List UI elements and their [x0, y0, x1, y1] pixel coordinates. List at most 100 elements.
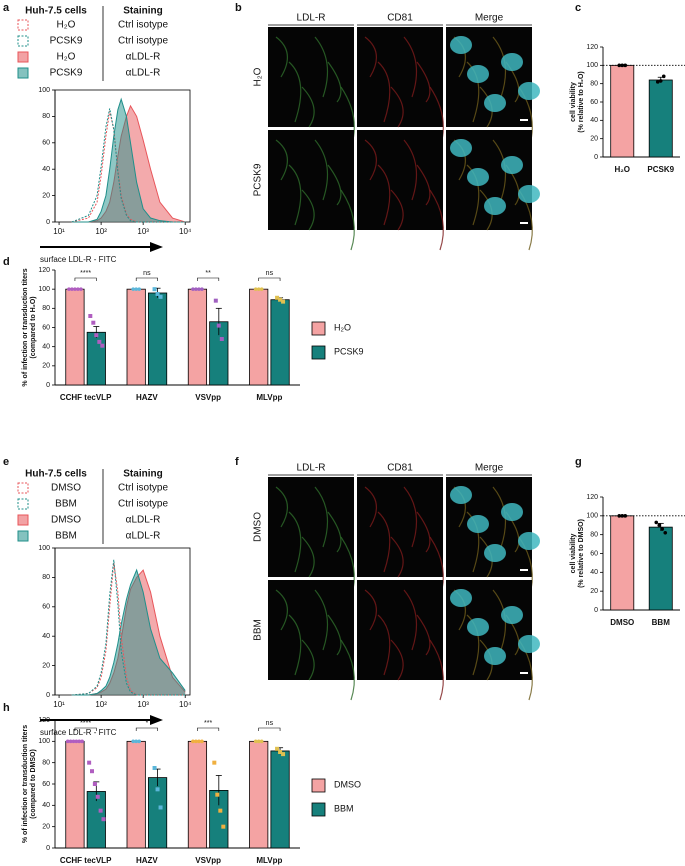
y-tick-label: 80 — [42, 113, 50, 120]
y-tick-label: 40 — [42, 344, 50, 351]
significance: ns — [143, 270, 151, 277]
data-point — [100, 343, 105, 348]
column-header: Merge — [475, 13, 504, 24]
bar — [65, 740, 85, 849]
data-point — [90, 769, 94, 774]
legend-staining: αLDL-R — [126, 531, 161, 542]
data-point — [191, 287, 195, 291]
area-line — [71, 562, 186, 696]
y-tick-label: 20 — [590, 588, 598, 595]
cell-outline — [301, 536, 315, 578]
legend-label: H₂O — [57, 20, 76, 31]
x-tick-label: HAZV — [136, 393, 158, 402]
nucleus — [501, 503, 523, 521]
x-tick-label: CCHF tecVLP — [60, 856, 112, 865]
area-fill — [71, 570, 186, 695]
cell-outline — [466, 614, 480, 676]
data-point — [259, 287, 264, 291]
data-point — [215, 792, 220, 797]
x-tick-label: H₂O — [614, 165, 630, 174]
data-point — [97, 339, 102, 344]
x-tick-label: MLVpp — [256, 856, 282, 865]
data-point — [218, 808, 223, 813]
y-axis-label: (compared to DMSO) — [30, 749, 37, 819]
y-tick-label: 60 — [42, 324, 50, 331]
nucleus — [518, 82, 540, 100]
data-point — [212, 760, 217, 765]
panel-label: b — [235, 2, 242, 14]
scale-bar — [520, 672, 528, 674]
data-point — [661, 74, 666, 79]
data-point — [256, 739, 261, 744]
nucleus — [501, 606, 523, 624]
data-point — [654, 520, 659, 525]
legend-swatch — [17, 530, 29, 542]
cell-outline — [416, 614, 431, 656]
y-axis-label: (% relative to DMSO) — [578, 519, 585, 588]
cell-outline — [429, 189, 444, 251]
data-point — [221, 824, 226, 829]
data-point — [158, 294, 163, 299]
data-point — [155, 787, 160, 792]
bar — [648, 79, 673, 158]
area-line — [71, 97, 186, 223]
scale-bar — [520, 569, 528, 571]
significance: * — [146, 720, 149, 727]
x-tick-label: 10¹ — [53, 227, 65, 236]
data-point — [278, 297, 283, 302]
y-tick-label: 60 — [42, 604, 50, 611]
significance: ** — [205, 270, 211, 277]
bar — [187, 288, 208, 386]
y-tick-label: 100 — [38, 286, 50, 293]
legend-swatch — [311, 345, 326, 360]
legend-label: H₂O — [334, 322, 351, 332]
legend-staining: Ctrl isotype — [118, 36, 168, 47]
cell-outline — [314, 486, 329, 548]
cell-outline — [327, 614, 342, 656]
nucleus — [467, 168, 489, 186]
y-tick-label: 40 — [42, 633, 50, 640]
x-tick-label: 10³ — [137, 700, 149, 709]
bar — [249, 288, 269, 386]
cell-outline — [288, 164, 302, 226]
panel-label: f — [235, 456, 239, 468]
data-point — [155, 291, 160, 296]
column-header: CD81 — [387, 13, 413, 24]
data-point — [134, 287, 138, 291]
data-point — [197, 287, 201, 291]
cell-outline — [390, 86, 404, 128]
cell-outline — [314, 589, 329, 651]
sig-bracket — [197, 277, 220, 281]
data-point — [259, 739, 264, 744]
y-tick-label: 100 — [38, 87, 50, 94]
column-header: LDL-R — [297, 13, 326, 24]
data-point — [87, 760, 92, 765]
legend-swatch — [311, 802, 326, 817]
y-axis-label: (compared to H₂O) — [30, 296, 37, 358]
panel-label: g — [575, 456, 582, 468]
data-point — [134, 739, 138, 744]
cell-outline — [275, 36, 288, 78]
y-tick-label: 60 — [590, 99, 598, 106]
panel-label: d — [3, 256, 10, 268]
cell-outline — [416, 164, 431, 206]
data-point — [213, 298, 218, 303]
bar — [126, 288, 146, 386]
cell-outline — [364, 486, 377, 528]
y-axis-label: (% relative to H₂O) — [578, 71, 585, 132]
y-tick-label: 120 — [38, 717, 50, 724]
data-point — [101, 817, 106, 822]
legend-swatch — [17, 514, 29, 526]
data-point — [67, 287, 71, 291]
x-tick-label: DMSO — [610, 618, 634, 627]
area-line — [71, 108, 186, 223]
scale-bar — [520, 222, 528, 224]
y-tick-label: 100 — [38, 545, 50, 552]
legend-swatch — [311, 778, 326, 793]
x-tick-label: 10³ — [137, 227, 149, 236]
legend-label: BBM — [55, 499, 77, 510]
data-point — [197, 739, 201, 744]
data-point — [79, 287, 83, 291]
bar — [65, 288, 85, 386]
